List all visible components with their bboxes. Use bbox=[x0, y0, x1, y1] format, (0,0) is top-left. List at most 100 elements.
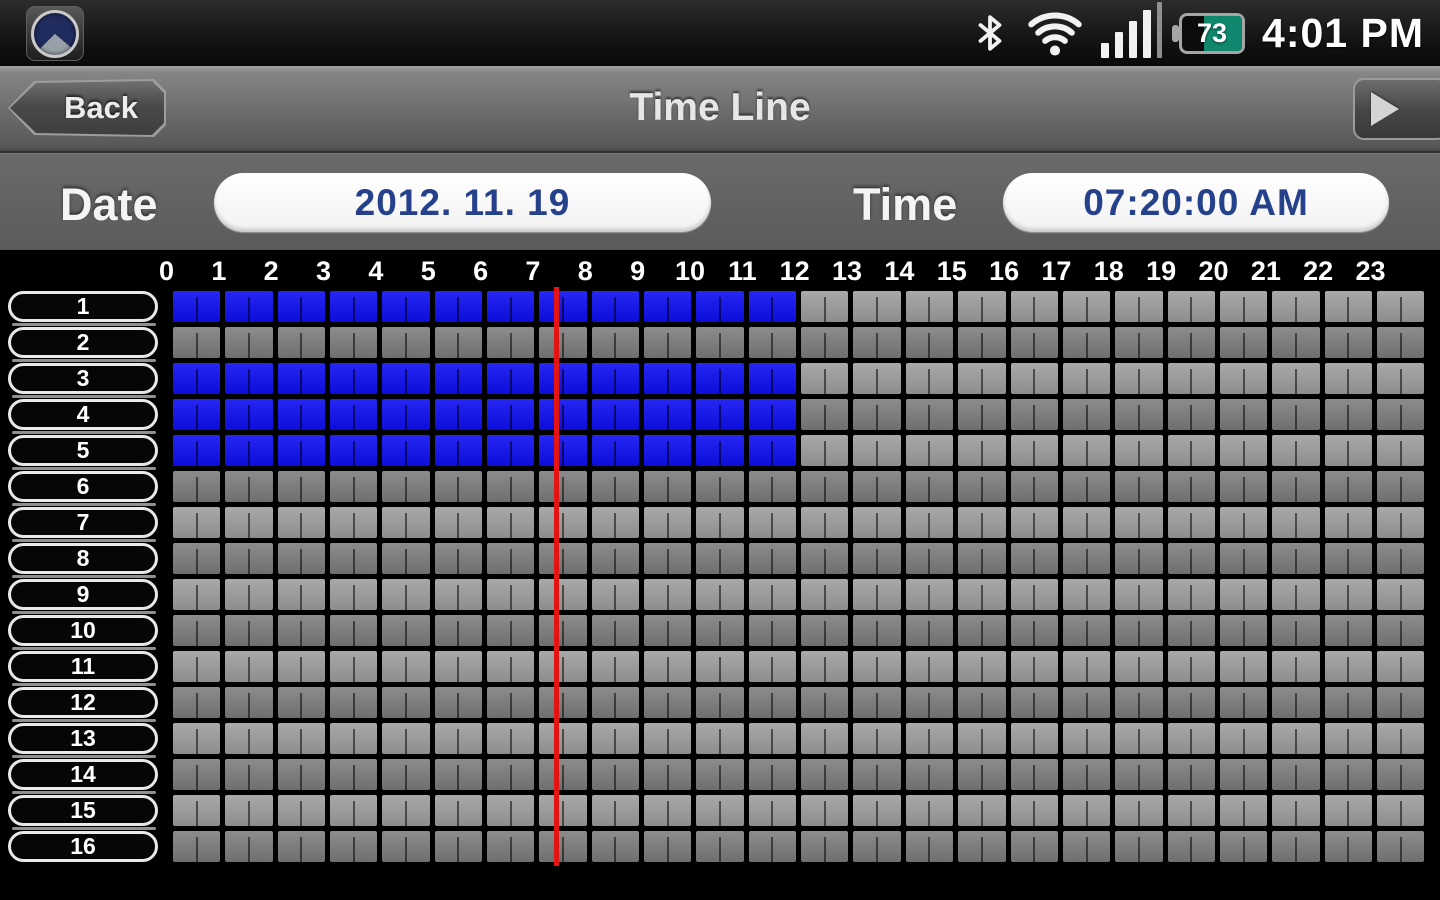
timeline-cell[interactable] bbox=[644, 543, 692, 574]
timeline-cell[interactable] bbox=[748, 759, 797, 790]
timeline-cell[interactable] bbox=[1272, 399, 1320, 430]
timeline-cell-recorded[interactable] bbox=[277, 435, 326, 466]
timeline-cell[interactable] bbox=[853, 363, 901, 394]
timeline-cell[interactable] bbox=[853, 759, 901, 790]
timeline-cell[interactable] bbox=[539, 579, 587, 610]
timeline-cell-recorded[interactable] bbox=[644, 363, 692, 394]
timeline-cell[interactable] bbox=[539, 687, 587, 718]
timeline-cell[interactable] bbox=[539, 615, 587, 646]
timeline-cell[interactable] bbox=[225, 831, 273, 862]
timeline-cell[interactable] bbox=[173, 471, 221, 502]
timeline-cell-recorded[interactable] bbox=[591, 399, 640, 430]
timeline-cell[interactable] bbox=[382, 579, 430, 610]
timeline-cell[interactable] bbox=[487, 723, 535, 754]
timeline-cell[interactable] bbox=[905, 831, 954, 862]
timeline-cell[interactable] bbox=[1167, 435, 1215, 466]
timeline-cell[interactable] bbox=[1219, 579, 1268, 610]
timeline-cell[interactable] bbox=[1062, 831, 1111, 862]
timeline-cell-recorded[interactable] bbox=[173, 291, 221, 322]
timeline-cell[interactable] bbox=[1010, 399, 1058, 430]
timeline-cell-recorded[interactable] bbox=[696, 363, 744, 394]
timeline-cell[interactable] bbox=[277, 471, 326, 502]
timeline-cell[interactable] bbox=[748, 507, 797, 538]
timeline-cell[interactable] bbox=[591, 579, 640, 610]
timeline-cell[interactable] bbox=[1219, 363, 1268, 394]
timeline-cell[interactable] bbox=[696, 723, 744, 754]
timeline-cell[interactable] bbox=[905, 363, 954, 394]
timeline-cell[interactable] bbox=[1010, 795, 1058, 826]
channel-button[interactable]: 6 bbox=[8, 471, 158, 502]
timeline-cell[interactable] bbox=[696, 471, 744, 502]
timeline-cell-recorded[interactable] bbox=[277, 363, 326, 394]
timeline-cell-recorded[interactable] bbox=[487, 291, 535, 322]
timeline-cell[interactable] bbox=[1219, 759, 1268, 790]
timeline-cell-recorded[interactable] bbox=[748, 291, 797, 322]
timeline-cell[interactable] bbox=[1324, 579, 1372, 610]
timeline-cell[interactable] bbox=[1324, 291, 1372, 322]
timeline-cell[interactable] bbox=[1115, 759, 1163, 790]
timeline-cell[interactable] bbox=[1010, 471, 1058, 502]
timeline-cell[interactable] bbox=[905, 579, 954, 610]
timeline-cell[interactable] bbox=[487, 795, 535, 826]
timeline-cell[interactable] bbox=[696, 831, 744, 862]
timeline-cell[interactable] bbox=[487, 615, 535, 646]
timeline-cell[interactable] bbox=[644, 759, 692, 790]
timeline-cell[interactable] bbox=[1062, 435, 1111, 466]
timeline-cell[interactable] bbox=[696, 507, 744, 538]
timeline-cell[interactable] bbox=[801, 579, 849, 610]
timeline-cell[interactable] bbox=[1167, 759, 1215, 790]
timeline-cell[interactable] bbox=[1010, 759, 1058, 790]
timeline-cell[interactable] bbox=[1062, 687, 1111, 718]
timeline-cell[interactable] bbox=[696, 651, 744, 682]
timeline-cell[interactable] bbox=[330, 687, 378, 718]
timeline-cell-recorded[interactable] bbox=[434, 291, 483, 322]
channel-button[interactable]: 5 bbox=[8, 435, 158, 466]
timeline-cell[interactable] bbox=[434, 651, 483, 682]
timeline-cell-recorded[interactable] bbox=[173, 399, 221, 430]
timeline-cell[interactable] bbox=[905, 435, 954, 466]
timeline-cell[interactable] bbox=[958, 363, 1006, 394]
timeline-cell[interactable] bbox=[277, 579, 326, 610]
timeline-cell[interactable] bbox=[434, 723, 483, 754]
channel-button[interactable]: 8 bbox=[8, 543, 158, 574]
timeline-cell[interactable] bbox=[1010, 651, 1058, 682]
timeline-cell[interactable] bbox=[487, 831, 535, 862]
timeline-cell[interactable] bbox=[905, 543, 954, 574]
timeline-cell[interactable] bbox=[853, 543, 901, 574]
timeline-cell[interactable] bbox=[644, 327, 692, 358]
timeline-cell[interactable] bbox=[1062, 471, 1111, 502]
timeline-cell[interactable] bbox=[382, 543, 430, 574]
timeline-cell[interactable] bbox=[382, 507, 430, 538]
timeline-cell[interactable] bbox=[853, 435, 901, 466]
timeline-cell[interactable] bbox=[1324, 651, 1372, 682]
timeline-cell[interactable] bbox=[1010, 507, 1058, 538]
timeline-cell[interactable] bbox=[1115, 399, 1163, 430]
timeline-cell[interactable] bbox=[1115, 543, 1163, 574]
timeline-cell[interactable] bbox=[1115, 795, 1163, 826]
timeline-cell[interactable] bbox=[1167, 723, 1215, 754]
back-button[interactable]: Back bbox=[8, 79, 166, 137]
timeline-cell[interactable] bbox=[225, 651, 273, 682]
timeline-cell[interactable] bbox=[801, 687, 849, 718]
timeline-cell[interactable] bbox=[173, 579, 221, 610]
channel-button[interactable]: 7 bbox=[8, 507, 158, 538]
timeline-cell[interactable] bbox=[591, 615, 640, 646]
timeline-cell[interactable] bbox=[748, 795, 797, 826]
timeline-cell[interactable] bbox=[1272, 435, 1320, 466]
timeline-cell[interactable] bbox=[330, 759, 378, 790]
timeline-cell[interactable] bbox=[1167, 399, 1215, 430]
timeline-cell[interactable] bbox=[748, 651, 797, 682]
timeline-cell[interactable] bbox=[1219, 291, 1268, 322]
timeline-cell[interactable] bbox=[748, 687, 797, 718]
timeline-cell[interactable] bbox=[801, 291, 849, 322]
timeline-cell[interactable] bbox=[801, 327, 849, 358]
timeline-cell[interactable] bbox=[1219, 543, 1268, 574]
timeline-cell[interactable] bbox=[1324, 687, 1372, 718]
timeline-cell[interactable] bbox=[801, 543, 849, 574]
timeline-cell[interactable] bbox=[1115, 471, 1163, 502]
timeline-cell[interactable] bbox=[1010, 723, 1058, 754]
timeline-cell[interactable] bbox=[434, 543, 483, 574]
timeline-cell[interactable] bbox=[1167, 579, 1215, 610]
timeline-cell[interactable] bbox=[1115, 651, 1163, 682]
timeline-cell[interactable] bbox=[644, 615, 692, 646]
